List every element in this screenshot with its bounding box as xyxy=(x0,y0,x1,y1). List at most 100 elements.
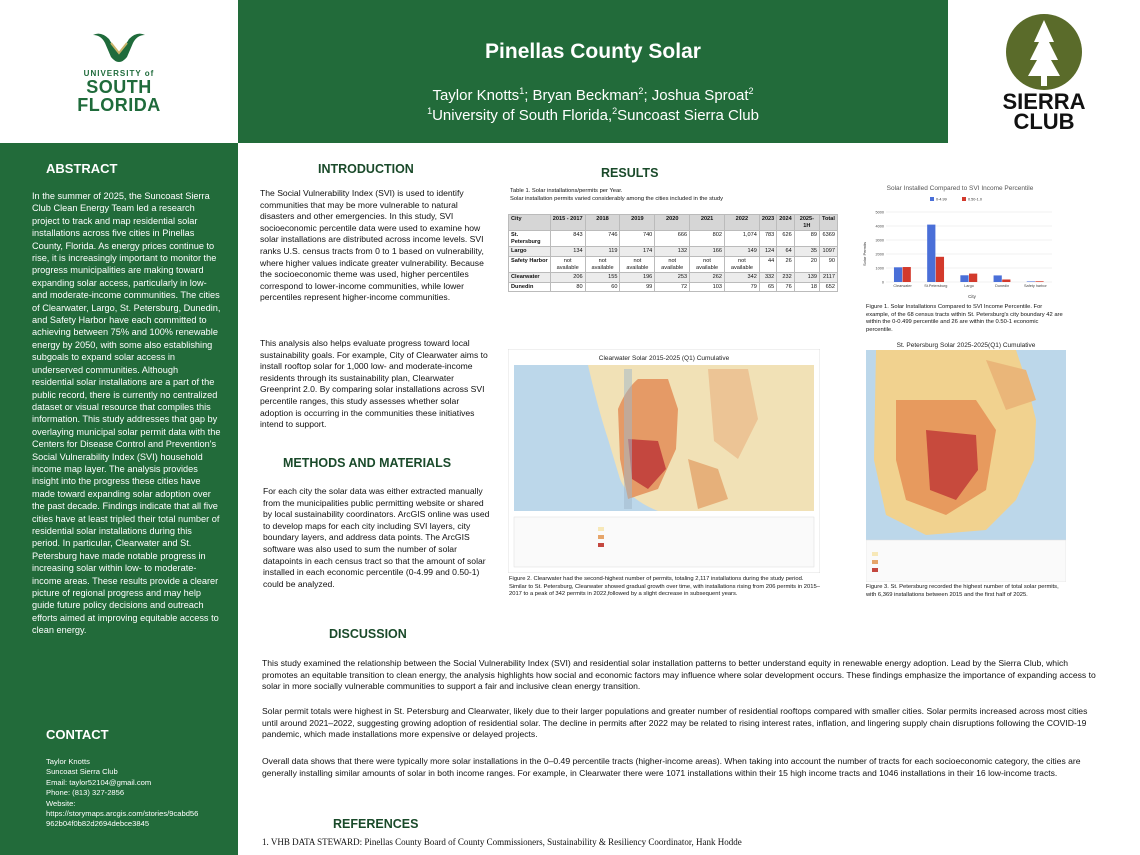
cell-city: Dunedin xyxy=(508,281,551,293)
th-year: 2018 xyxy=(584,213,621,232)
cell: 1,074 xyxy=(723,230,760,248)
cell: 44 xyxy=(758,255,778,274)
clearwater-map: Clearwater Solar 2015-2025 (Q1) Cumulati… xyxy=(508,349,820,573)
cell: 262 xyxy=(689,272,725,283)
contact-website-link[interactable]: 962b04f0b82d2694debce3845 xyxy=(46,819,150,829)
usf-bull-logo-icon xyxy=(93,33,145,62)
table-caption-2: Solar installation permits varied consid… xyxy=(510,196,723,202)
legend-swatch xyxy=(930,197,934,201)
cell: 149 xyxy=(723,246,760,257)
cell: 166 xyxy=(689,246,725,257)
affil-2-sup: 2 xyxy=(612,106,618,116)
y-tick-label: 1000 xyxy=(876,266,884,270)
contact-phone: Phone: (813) 327-2856 xyxy=(46,788,125,798)
references-heading: REFERENCES xyxy=(333,817,419,831)
bar xyxy=(993,275,1002,282)
discussion-p1: This study examined the relationship bet… xyxy=(262,658,1096,692)
th-year: 2022 xyxy=(723,213,760,232)
map-3-title: St. Petersburg Solar 2025-2025(Q1) Cumul… xyxy=(897,342,1036,349)
chart-legend: 0-4.99 0.50-1.0 xyxy=(930,197,982,202)
figure-2-caption: Figure 2. Clearwater had the second-high… xyxy=(509,576,820,598)
cell: 652 xyxy=(818,281,839,293)
table-row: Dunedin 80 60 99 72 103 79 65 76 18 652 xyxy=(508,281,839,293)
author-1: Taylor Knotts xyxy=(432,87,520,104)
th-city: City xyxy=(508,213,551,232)
chart-title: Solar Installed Compared to SVI Income P… xyxy=(887,185,1034,192)
affil-1: University of South Florida, xyxy=(432,107,613,124)
table-caption-1: Table 1. Solar installations/permits per… xyxy=(510,188,623,194)
introduction-heading: INTRODUCTION xyxy=(318,162,414,176)
legend-label: 0-4.99 xyxy=(936,198,947,202)
legend-swatch xyxy=(962,197,966,201)
y-tick-label: 5000 xyxy=(876,210,884,214)
reference-1: 1. VHB DATA STEWARD: Pinellas County Boa… xyxy=(262,837,742,847)
x-tick-label: St.Petersburg xyxy=(924,284,947,288)
cell: 124 xyxy=(758,246,778,257)
usf-logo-block: UNIVERSITY of SOUTH FLORIDA xyxy=(0,0,238,143)
bar xyxy=(1035,281,1044,282)
th-year: 2024 xyxy=(776,213,795,232)
affil-1-sup: 1 xyxy=(427,106,433,116)
th-year: 2015 - 2017 xyxy=(549,213,586,232)
cell: 35 xyxy=(793,246,820,257)
chart-y-label: Solar Permits xyxy=(862,242,867,266)
cell: 332 xyxy=(758,272,778,283)
bar xyxy=(1002,279,1011,282)
th-year: 2025-1H xyxy=(793,213,820,232)
cell: 64 xyxy=(776,246,795,257)
figure-3-caption: Figure 3. St. Petersburg recorded the hi… xyxy=(866,584,1059,598)
cell: 80 xyxy=(549,281,586,293)
cell: 206 xyxy=(549,272,586,283)
contact-website-link[interactable]: https://storymaps.arcgis.com/stories/9ca… xyxy=(46,809,199,819)
solar-permits-table: City 2015 - 2017 2018 2019 2020 2021 202… xyxy=(508,213,839,293)
chart-x-label: City xyxy=(968,294,976,299)
sierra-club-logo-block: SIERRA CLUB xyxy=(948,0,1140,143)
affil-2: Suncoast Sierra Club xyxy=(617,107,759,124)
cell: 99 xyxy=(619,281,656,293)
cell: 6369 xyxy=(818,230,839,248)
contact-email[interactable]: Email: taylor52104@gmail.com xyxy=(46,777,152,787)
usf-south: SOUTH xyxy=(86,77,152,97)
cell: not available xyxy=(549,255,586,274)
bar xyxy=(969,273,978,282)
th-year: 2023 xyxy=(758,213,778,232)
chart-bars xyxy=(893,224,1044,282)
bar xyxy=(960,275,969,282)
author-3: ; Joshua Sproat xyxy=(643,87,749,104)
th-year: 2021 xyxy=(689,213,725,232)
chart-x-ticks: Clearwater St.Petersburg Largo Dunedin Safet… xyxy=(893,284,1047,288)
cell: 90 xyxy=(818,255,839,274)
cell: not available xyxy=(619,255,656,274)
cell: 89 xyxy=(793,230,820,248)
cell: 342 xyxy=(723,272,760,283)
contact-line: Taylor Knotts xyxy=(46,757,90,766)
cell: 20 xyxy=(793,255,820,274)
figure-1-caption: Figure 1. Solar Installations Compared t… xyxy=(866,304,1063,333)
cell: 196 xyxy=(619,272,656,283)
th-total: Total xyxy=(818,213,839,232)
author-2-sup: 2 xyxy=(638,86,644,96)
svi-bar-chart: Solar Installed Compared to SVI Income P… xyxy=(862,185,1052,299)
cell-city: Safety Harbor xyxy=(508,255,551,274)
results-heading: RESULTS xyxy=(601,166,659,180)
contact-heading: CONTACT xyxy=(46,727,109,742)
cell: 18 xyxy=(793,281,820,293)
author-3-sup: 2 xyxy=(748,86,754,96)
y-tick-label: 2000 xyxy=(876,252,884,256)
abstract-heading: ABSTRACT xyxy=(46,161,118,176)
cell: 232 xyxy=(776,272,795,283)
cell-city: Clearwater xyxy=(508,272,551,283)
table-row: Largo 134 119 174 132 166 149 124 64 35 … xyxy=(508,246,839,257)
cell-city: Largo xyxy=(508,246,551,257)
th-year: 2019 xyxy=(619,213,656,232)
cell: 783 xyxy=(758,230,778,248)
map-2-title: Clearwater Solar 2015-2025 (Q1) Cumulati… xyxy=(599,355,730,362)
cell: 802 xyxy=(689,230,725,248)
bar xyxy=(902,267,911,282)
sierra-line2: CLUB xyxy=(1013,108,1075,134)
poster-title: Pinellas County Solar xyxy=(485,40,701,63)
th-year: 2020 xyxy=(654,213,691,232)
left-sidebar: ABSTRACT In the summer of 2025, the Sunc… xyxy=(0,143,238,855)
bar xyxy=(935,256,945,282)
discussion-p2: Solar permit totals were highest in St. … xyxy=(262,706,1088,740)
